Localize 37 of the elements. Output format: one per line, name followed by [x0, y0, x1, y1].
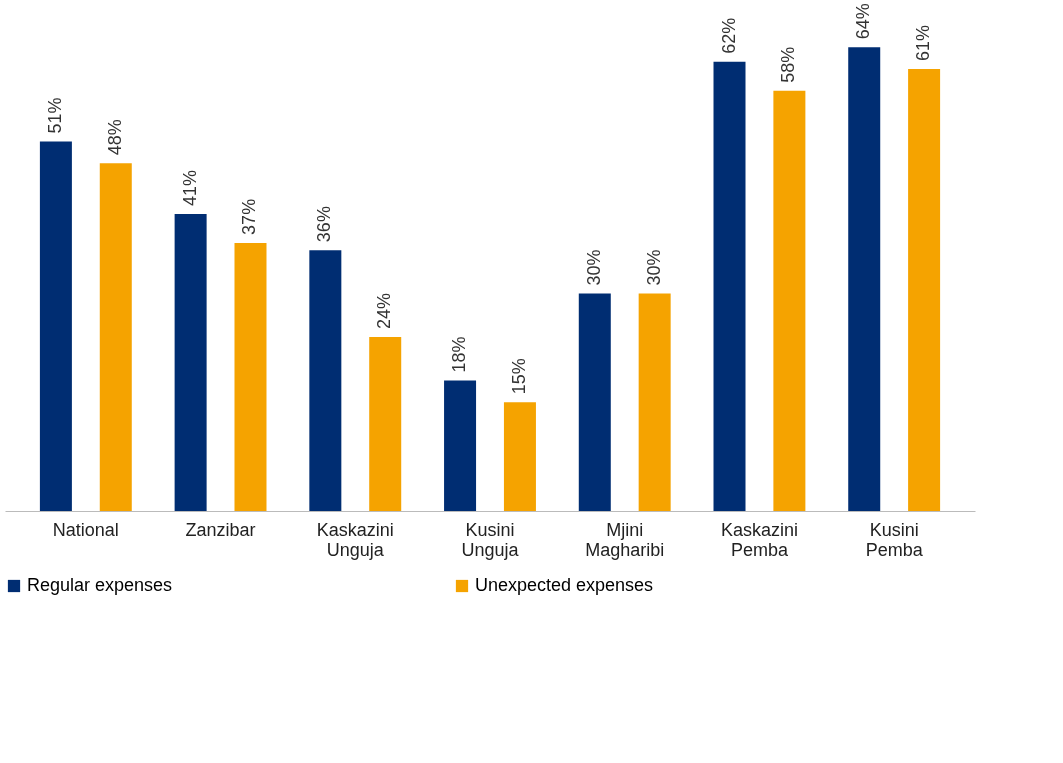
legend-label: Unexpected expenses — [475, 575, 654, 595]
bar — [638, 293, 671, 511]
data-label: 30% — [583, 249, 604, 286]
data-label: 37% — [239, 198, 260, 235]
x-tick-label: Kusini Unguja — [461, 519, 520, 560]
data-label: 18% — [449, 336, 470, 373]
bar — [174, 213, 207, 511]
bar — [773, 90, 806, 511]
bar — [369, 337, 402, 511]
bar — [578, 293, 611, 511]
data-label: 24% — [374, 293, 395, 330]
bar — [309, 250, 342, 511]
x-tick-label: Zanzibar — [185, 519, 256, 540]
x-tick-label: Kusini Pemba — [865, 519, 924, 560]
bar — [99, 163, 132, 511]
data-label: 41% — [179, 169, 200, 206]
bar — [503, 402, 536, 511]
x-tick-label: Kaskazini Unguja — [316, 519, 394, 560]
x-tick-label: Kaskazini Pemba — [720, 519, 798, 560]
data-label: 62% — [718, 17, 739, 54]
bar — [444, 380, 477, 511]
bar — [234, 242, 267, 511]
data-label: 48% — [104, 119, 125, 156]
data-label: 64% — [853, 3, 874, 40]
x-tick-label: Mjini Magharibi — [585, 519, 665, 560]
x-tick-label: National — [52, 519, 119, 540]
bar — [848, 47, 881, 511]
legend-label: Regular expenses — [27, 575, 173, 595]
data-label: 51% — [44, 97, 65, 134]
bar — [713, 61, 746, 511]
data-label: 61% — [913, 24, 934, 61]
bar — [908, 68, 941, 511]
data-label: 15% — [508, 358, 529, 395]
data-label: 36% — [314, 206, 335, 243]
bar — [39, 141, 72, 511]
data-label: 58% — [778, 46, 799, 83]
data-label: 30% — [643, 249, 664, 286]
